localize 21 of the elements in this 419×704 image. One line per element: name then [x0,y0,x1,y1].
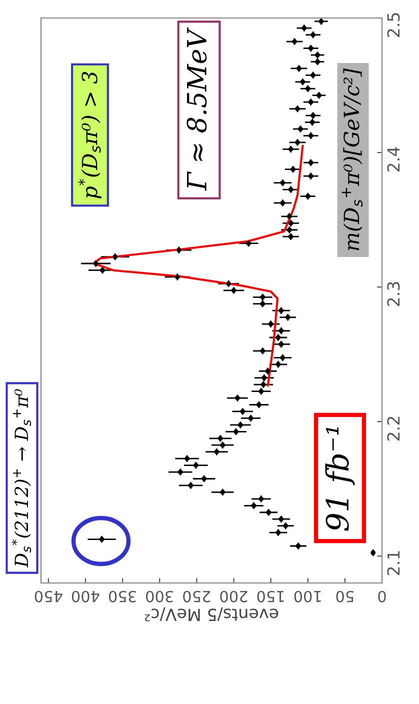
y-tick-label: 2.2 [387,416,400,441]
y-tick-label: 2.5 [387,13,400,37]
x-tick-label: 400 [72,590,100,602]
x-axis-title: events/5 MeV/c² [144,607,278,622]
x-tick-label: 350 [108,590,136,602]
x-tick-label: 50 [336,590,354,602]
annotation: 91 fb⁻¹ [325,427,355,531]
x-tick-label: 0 [378,590,386,602]
y-tick-label: 2.1 [387,551,400,576]
y-tick-label: 2.3 [387,282,400,306]
y-tick-label: 2.4 [387,147,400,172]
x-tick-label: 450 [34,590,62,602]
x-tick-label: 200 [220,590,248,602]
annotation: Γ ≈ 8.5MeV [186,27,207,191]
y-axis-title: m(D$_{s}$$^{+}$π⁰)[GeV/c²] [342,68,363,250]
x-tick-label: 150 [257,590,284,602]
x-tick-label: 300 [146,590,174,602]
annotation: p$^{*}$(D$_{s}$π⁰) > 3 [78,72,102,198]
text: D$_{s}$$^{*}$(2112)$^{+}$ → D$_{s}$$^{+}$π⁰ [12,389,32,568]
x-tick-label: 250 [183,590,210,602]
x-tick-label: 100 [294,590,321,602]
